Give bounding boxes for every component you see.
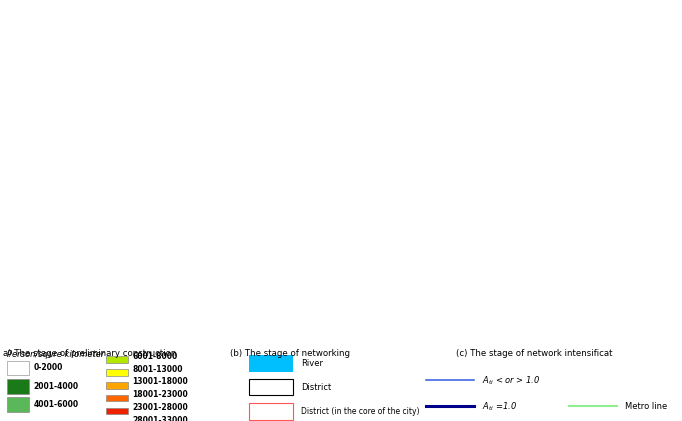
Bar — [106, 408, 128, 414]
Text: $A_{ti}$ < or > 1.0: $A_{ti}$ < or > 1.0 — [482, 374, 541, 387]
Text: 2001-4000: 2001-4000 — [33, 382, 78, 391]
Bar — [249, 403, 293, 419]
Text: 13001-18000: 13001-18000 — [132, 378, 188, 386]
Text: 23001-28000: 23001-28000 — [132, 403, 188, 412]
Text: 28001-33000: 28001-33000 — [132, 416, 188, 421]
Bar — [106, 395, 128, 402]
Text: 6001-8000: 6001-8000 — [132, 352, 177, 361]
Bar — [7, 360, 29, 376]
Bar — [7, 397, 29, 412]
Text: District (in the core of the city): District (in the core of the city) — [301, 407, 420, 416]
Bar — [106, 382, 128, 389]
Text: 4001-6000: 4001-6000 — [33, 400, 78, 409]
Text: a) The stage of preliminary construction: a) The stage of preliminary construction — [3, 349, 177, 358]
Text: District: District — [301, 383, 331, 392]
Text: 8001-13000: 8001-13000 — [132, 365, 183, 373]
Text: $A_{ti}$ =1.0: $A_{ti}$ =1.0 — [482, 400, 517, 413]
Bar — [249, 379, 293, 395]
Bar — [106, 356, 128, 363]
Text: Metro line: Metro line — [625, 402, 668, 411]
Text: (c) The stage of network intensificat: (c) The stage of network intensificat — [456, 349, 612, 358]
Text: 0-2000: 0-2000 — [33, 363, 63, 373]
Text: Person/squre kilometer: Person/squre kilometer — [7, 349, 104, 359]
Text: 18001-23000: 18001-23000 — [132, 390, 188, 400]
Bar — [249, 355, 293, 372]
Bar — [7, 379, 29, 394]
Text: (b) The stage of networking: (b) The stage of networking — [230, 349, 350, 358]
Bar — [106, 369, 128, 376]
Text: River: River — [301, 359, 323, 368]
